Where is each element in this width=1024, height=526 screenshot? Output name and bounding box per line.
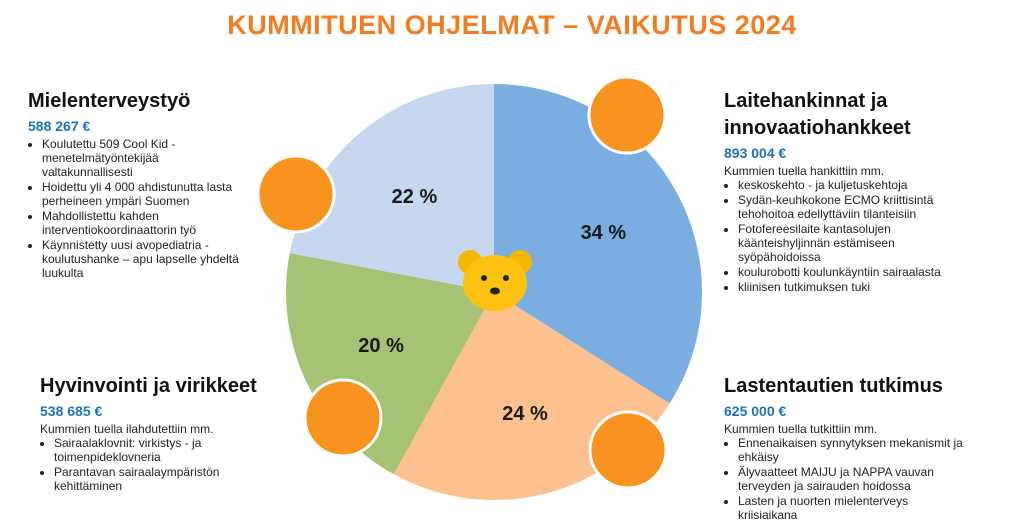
- icon: [303, 378, 383, 458]
- slice-label: 24 %: [502, 403, 548, 425]
- panel-title: Lastentautien tutkimus: [724, 375, 943, 397]
- panel-intro: Kummien tuella tutkittiin mm.: [724, 422, 878, 436]
- bullet: Mahdollistettu kahden interventiokoordin…: [42, 209, 243, 237]
- panel: Laitehankinnat ja innovaatiohankkeet 893 …: [724, 88, 964, 295]
- icon: [587, 75, 667, 155]
- panel-title: Mielenterveystyö: [28, 90, 191, 112]
- panel-amount: 625 000 €: [724, 403, 787, 419]
- bullet-list: Koulutettu 509 Cool Kid -menetelmätyönte…: [28, 137, 243, 280]
- bullet: Lasten ja nuorten mielenterveys kriisiai…: [738, 494, 964, 522]
- panel-amount: 538 685 €: [40, 403, 103, 419]
- bullet: Käynnistetty uusi avopediatria -koulutus…: [42, 238, 243, 280]
- bullet-list: Sairaalaklovnit: virkistys - ja toimenpi…: [40, 436, 270, 493]
- bullet-list: keskoskehto - ja kuljetuskehtojaSydän-ke…: [724, 178, 964, 294]
- bullet: Sairaalaklovnit: virkistys - ja toimenpi…: [54, 436, 270, 464]
- panel-intro: Kummien tuella ilahdutettiin mm.: [40, 422, 214, 436]
- pie-slice: [289, 84, 494, 292]
- bullet: Parantavan sairaalaympäristön kehittämin…: [54, 465, 270, 493]
- bullet: Älyvaatteet MAIJU ja NAPPA vauvan tervey…: [738, 465, 964, 493]
- pie-slice: [494, 84, 702, 404]
- bullet: Sydän-keuhkokone ECMO kriittisintä tehoh…: [738, 193, 964, 221]
- panel-title: Hyvinvointi ja virikkeet: [40, 375, 257, 397]
- bullet: kliinisen tutkimuksen tuki: [738, 280, 964, 294]
- icon: [588, 410, 668, 490]
- face: [463, 255, 527, 311]
- slice-label: 22 %: [392, 186, 438, 208]
- bullet: koulurobotti koulunkäyntiin sairaalasta: [738, 265, 964, 279]
- bullet: Hoidettu yli 4 000 ahdistunutta lasta pe…: [42, 180, 243, 208]
- panel-amount: 893 004 €: [724, 145, 787, 161]
- icons: [256, 75, 668, 490]
- panel: Lastentautien tutkimus 625 000 € Kummien t…: [724, 373, 964, 523]
- panel-intro: Kummien tuella hankittiin mm.: [724, 164, 885, 178]
- bullet: Koulutettu 509 Cool Kid -menetelmätyönte…: [42, 137, 243, 179]
- bullet: keskoskehto - ja kuljetuskehtoja: [738, 178, 964, 192]
- mascot: [458, 250, 532, 311]
- panel: Hyvinvointi ja virikkeet 538 685 € Kummien…: [40, 373, 270, 494]
- panel: Mielenterveystyö 588 267 € Koulutettu 509 …: [28, 88, 243, 281]
- chart-title: KUMMITUEN OHJELMAT – VAIKUTUS 2024: [227, 10, 797, 40]
- bullet: Fotofereesilaite kantasolujen käänteishy…: [738, 222, 964, 264]
- panel-amount: 588 267 €: [28, 118, 91, 134]
- icon: [256, 154, 336, 234]
- eye: [503, 275, 509, 281]
- bullet-list: Ennenaikaisen synnytyksen mekanismit ja …: [724, 436, 964, 522]
- panel-title: Laitehankinnat ja innovaatiohankkeet: [724, 90, 911, 139]
- slice-label: 34 %: [581, 222, 627, 244]
- slice-label: 20 %: [358, 335, 404, 357]
- nose: [490, 287, 500, 295]
- eye: [481, 275, 487, 281]
- bullet: Ennenaikaisen synnytyksen mekanismit ja …: [738, 436, 964, 464]
